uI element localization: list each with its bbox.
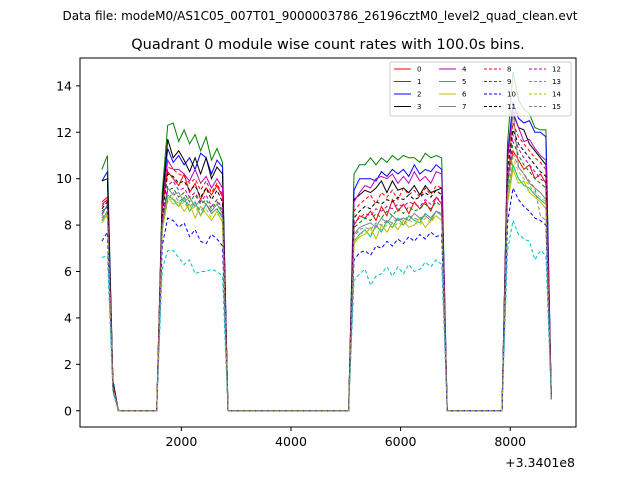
- x-axis-offset-label: +3.3401e8: [505, 455, 575, 470]
- series-line-6: [101, 167, 552, 412]
- series-line-11: [101, 129, 552, 412]
- series-line-13: [101, 218, 552, 412]
- legend-label-15: 15: [552, 103, 561, 111]
- legend-label-4: 4: [462, 66, 467, 74]
- legend-label-7: 7: [462, 103, 466, 111]
- x-tick-label: 8000: [494, 434, 526, 449]
- series-line-3: [101, 111, 552, 412]
- series-line-9: [101, 141, 552, 412]
- y-tick-label: 8: [64, 218, 72, 233]
- legend-label-8: 8: [507, 66, 511, 74]
- y-tick-label: 10: [56, 171, 72, 186]
- legend-label-1: 1: [417, 78, 421, 86]
- x-tick-label: 6000: [385, 434, 417, 449]
- series-line-14: [101, 155, 552, 412]
- legend-label-10: 10: [507, 91, 516, 99]
- legend-label-12: 12: [552, 66, 561, 74]
- legend-label-0: 0: [417, 66, 421, 74]
- y-tick-label: 12: [56, 125, 72, 140]
- x-tick-label: 4000: [275, 434, 307, 449]
- x-axis-ticks: 2000 4000 6000 8000: [165, 427, 526, 449]
- chart-title: Quadrant 0 module wise count rates with …: [131, 37, 525, 53]
- axes-frame: [79, 57, 577, 428]
- series-line-8: [101, 122, 552, 412]
- y-tick-label: 6: [64, 264, 72, 279]
- y-tick-label: 0: [64, 403, 72, 418]
- legend-label-6: 6: [462, 91, 467, 99]
- series-line-12: [101, 134, 552, 412]
- legend-label-5: 5: [462, 78, 466, 86]
- series-line-5: [101, 162, 552, 412]
- series-line-10: [101, 186, 552, 412]
- plot-lines: [101, 71, 552, 412]
- y-tick-label: 4: [64, 310, 72, 325]
- y-tick-label: 14: [56, 78, 72, 93]
- series-line-15: [101, 151, 552, 412]
- legend-box: [389, 61, 572, 117]
- series-line-1: [101, 71, 552, 412]
- legend-label-11: 11: [507, 103, 516, 111]
- series-line-4: [101, 111, 552, 412]
- y-axis-ticks: 0 2 4 6 8 10 12 14: [56, 78, 80, 418]
- legend-label-2: 2: [417, 91, 421, 99]
- legend-label-9: 9: [507, 78, 511, 86]
- chart-suptitle: Data file: modeM0/AS1C05_007T01_90000037…: [62, 9, 577, 23]
- series-line-2: [101, 101, 552, 412]
- series-line-7: [101, 109, 552, 412]
- legend-label-3: 3: [417, 103, 421, 111]
- x-tick-label: 2000: [165, 434, 197, 449]
- legend-label-14: 14: [552, 91, 561, 99]
- y-tick-label: 2: [64, 357, 72, 372]
- legend-label-13: 13: [552, 78, 561, 86]
